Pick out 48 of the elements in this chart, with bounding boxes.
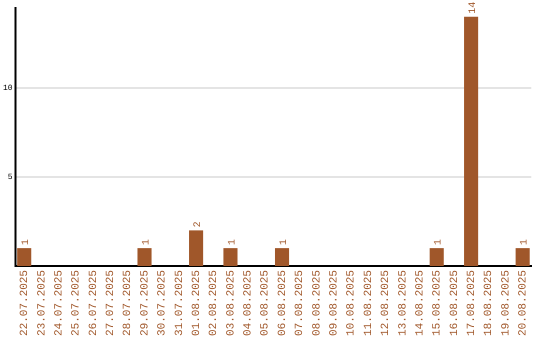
x-tick-label: 22.07.2025 bbox=[19, 270, 32, 336]
x-tick-label: 31.07.2025 bbox=[174, 270, 186, 336]
y-tick-label: 5 bbox=[8, 173, 13, 182]
x-tick-label: 24.07.2025 bbox=[53, 270, 66, 336]
y-tick-label: 10 bbox=[2, 84, 13, 94]
x-tick-label: 10.08.2025 bbox=[346, 270, 358, 336]
x-tick-label: 03.08.2025 bbox=[225, 270, 238, 336]
x-tick-label: 16.08.2025 bbox=[448, 270, 461, 336]
bar bbox=[274, 248, 290, 266]
bar bbox=[223, 248, 238, 266]
x-tick-label: 29.07.2025 bbox=[139, 270, 152, 336]
x-tick-label: 06.08.2025 bbox=[276, 270, 289, 336]
x-tick-label: 26.07.2025 bbox=[88, 270, 100, 336]
x-tick-label: 11.08.2025 bbox=[362, 270, 375, 336]
bar bbox=[464, 16, 478, 266]
x-tick-label: 30.07.2025 bbox=[156, 270, 169, 336]
x-tick-label: 27.07.2025 bbox=[105, 270, 118, 336]
bar bbox=[516, 248, 530, 266]
data-label: 1 bbox=[434, 239, 445, 246]
data-label: 1 bbox=[142, 239, 153, 246]
x-tick-label: 02.08.2025 bbox=[208, 270, 220, 336]
x-tick-label: 23.07.2025 bbox=[36, 270, 48, 336]
x-tick-label: 14.08.2025 bbox=[414, 270, 426, 336]
x-tick-label: 09.08.2025 bbox=[328, 270, 340, 336]
bar bbox=[430, 248, 444, 266]
x-tick-label: 25.07.2025 bbox=[70, 270, 83, 336]
bar bbox=[137, 248, 152, 266]
x-tick-label: 28.07.2025 bbox=[122, 270, 134, 336]
bar bbox=[189, 230, 204, 266]
x-tick-label: 05.08.2025 bbox=[260, 270, 272, 336]
data-label: 1 bbox=[21, 239, 32, 246]
x-tick-label: 04.08.2025 bbox=[242, 270, 255, 336]
bar bbox=[17, 248, 32, 266]
data-label: 1 bbox=[279, 239, 290, 246]
x-tick-label: 07.08.2025 bbox=[294, 270, 306, 336]
data-label: 1 bbox=[520, 239, 531, 246]
x-tick-label: 01.08.2025 bbox=[190, 270, 203, 336]
x-tick-label: 08.08.2025 bbox=[311, 270, 324, 336]
x-tick-label: 13.08.2025 bbox=[397, 270, 410, 336]
data-label: 14 bbox=[468, 2, 480, 14]
data-label: 1 bbox=[227, 239, 238, 246]
data-label: 2 bbox=[193, 221, 204, 228]
x-tick-label: 20.08.2025 bbox=[518, 270, 530, 336]
x-tick-label: 18.08.2025 bbox=[483, 270, 496, 336]
x-tick-label: 15.08.2025 bbox=[432, 270, 444, 336]
x-tick-label: 19.08.2025 bbox=[500, 270, 512, 336]
x-tick-label: 17.08.2025 bbox=[466, 270, 478, 336]
x-tick-label: 12.08.2025 bbox=[380, 270, 392, 336]
